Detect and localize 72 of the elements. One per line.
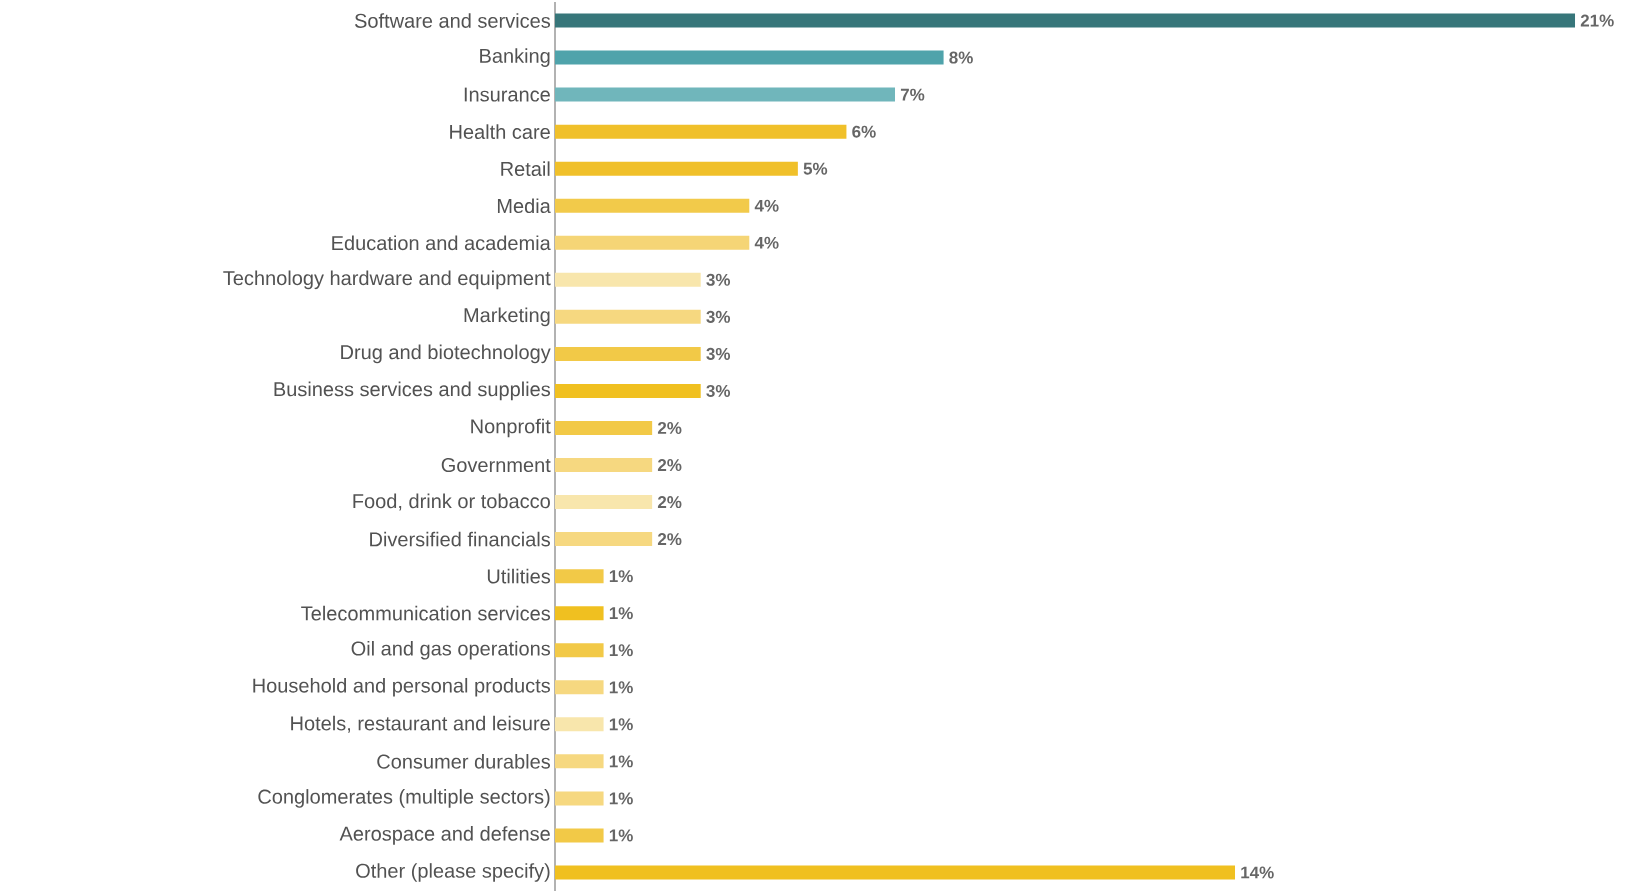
bar <box>555 161 798 176</box>
bar <box>555 87 896 102</box>
data-label: 8% <box>949 51 973 64</box>
y-tick-label: Nonprofit <box>471 418 551 438</box>
y-tick-label: Hotels, restaurant and leisure <box>291 715 550 733</box>
y-tick-label: Retail <box>501 161 550 177</box>
bar <box>555 383 701 398</box>
bar <box>555 124 847 139</box>
bar <box>555 791 604 806</box>
y-tick-label: Media <box>497 198 551 214</box>
bar <box>555 309 701 324</box>
data-label: 3% <box>706 273 731 286</box>
bar <box>555 13 1576 28</box>
data-label: 4% <box>754 199 779 212</box>
data-label: 14% <box>1241 866 1274 879</box>
bar <box>555 754 604 769</box>
data-label: 7% <box>900 88 925 101</box>
bar <box>555 272 701 287</box>
data-label: 2% <box>657 533 682 546</box>
y-tick-label: Food, drink or tobacco <box>353 493 550 511</box>
data-label: 2% <box>657 496 682 509</box>
bar <box>555 680 604 695</box>
y-tick-label: Other (please specify) <box>356 863 550 882</box>
data-label: 1% <box>609 681 633 694</box>
bar <box>555 865 1236 880</box>
data-label: 21% <box>1580 14 1614 27</box>
y-tick-label: Software and services <box>354 13 551 28</box>
bar <box>555 50 944 65</box>
data-label: 5% <box>803 162 828 175</box>
y-tick-label: Drug and biotechnology <box>341 344 551 364</box>
y-tick-label: Government <box>441 457 551 473</box>
bar <box>555 643 604 658</box>
y-tick-label: Utilities <box>487 568 551 584</box>
data-label: 1% <box>609 792 633 805</box>
y-tick-label: Diversified financials <box>370 531 551 547</box>
y-tick-label: Insurance <box>464 87 550 102</box>
data-label: 1% <box>609 607 633 620</box>
bar <box>555 532 653 547</box>
y-tick-label: Marketing <box>464 307 550 327</box>
y-tick-label: Health care <box>450 124 550 139</box>
bar <box>555 458 653 473</box>
y-tick-label: Telecommunication services <box>301 605 551 621</box>
y-tick-label: Household and personal products <box>253 677 551 697</box>
y-tick-label: Consumer durables <box>377 754 551 769</box>
bar <box>555 420 653 435</box>
y-tick-label: Banking <box>480 48 550 67</box>
y-tick-label: Business services and supplies <box>274 381 551 401</box>
y-tick-label: Education and academia <box>332 235 551 251</box>
data-label: 1% <box>609 570 633 583</box>
data-label: 1% <box>609 644 633 657</box>
data-label: 3% <box>706 310 731 323</box>
data-label: 1% <box>609 718 633 731</box>
data-label: 1% <box>609 755 633 768</box>
data-label: 3% <box>706 347 731 360</box>
data-label: 2% <box>657 459 682 472</box>
data-label: 4% <box>754 236 779 249</box>
data-label: 3% <box>706 384 731 397</box>
bar <box>555 198 750 213</box>
data-label: 2% <box>657 421 682 434</box>
y-tick-label: Aerospace and defense <box>339 826 550 845</box>
bar <box>555 569 604 584</box>
bar <box>555 828 604 843</box>
y-tick-label: Oil and gas operations <box>351 640 551 660</box>
data-label: 1% <box>609 829 633 842</box>
bar <box>555 346 701 361</box>
bar <box>555 606 604 621</box>
y-tick-label: Technology hardware and equipment <box>223 270 551 290</box>
bar <box>555 235 750 250</box>
bar <box>555 495 653 510</box>
y-tick-label: Conglomerates (multiple sectors) <box>258 789 550 808</box>
bar <box>555 717 604 732</box>
data-label: 6% <box>852 125 876 138</box>
